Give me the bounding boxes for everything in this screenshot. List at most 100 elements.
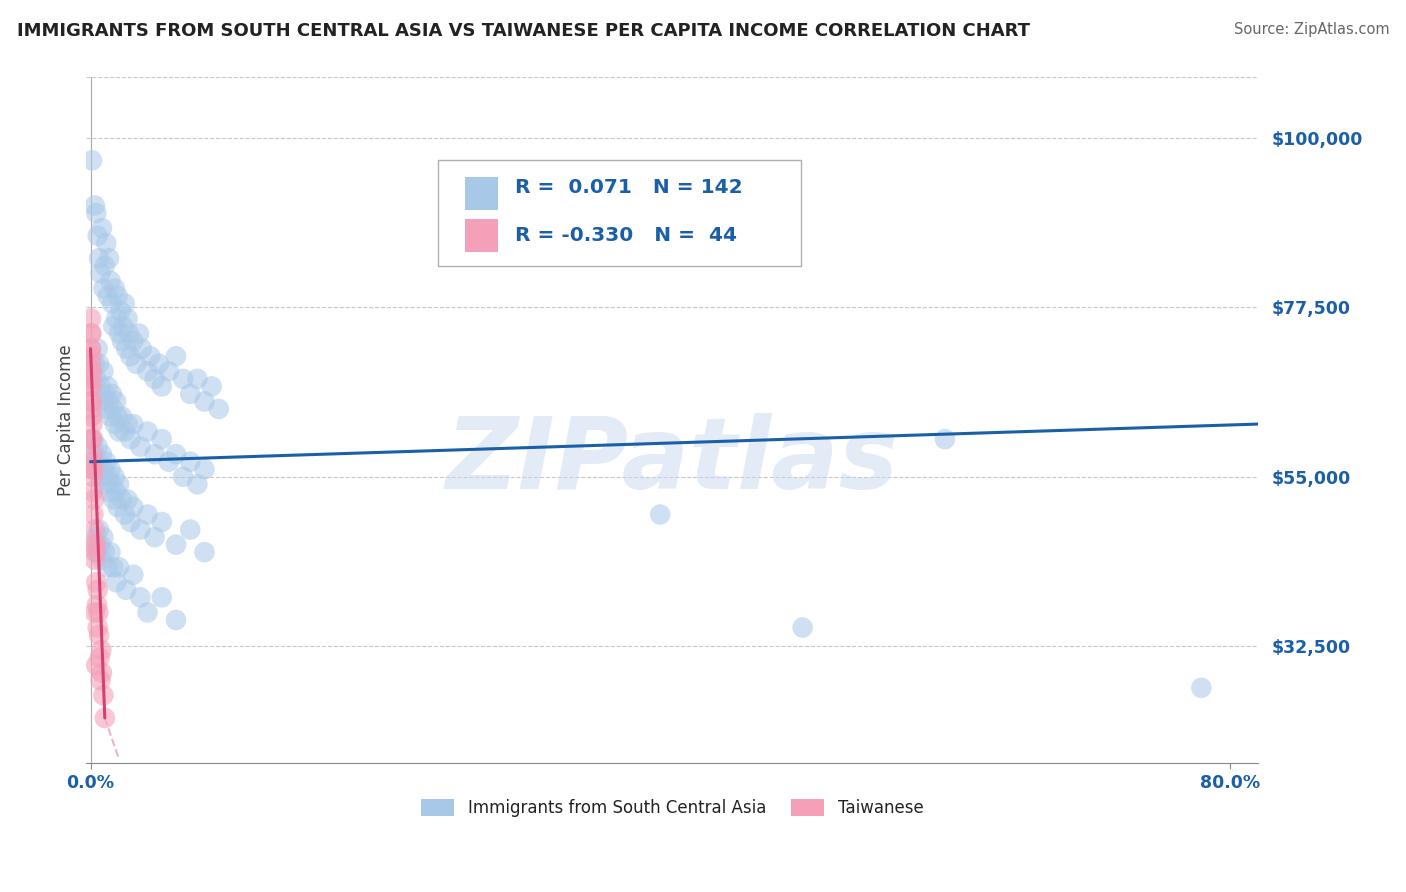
Point (136, 508, 159, 522)
Point (97, 470, 120, 484)
Legend: Immigrants from South Central Asia, Taiwanese: Immigrants from South Central Asia, Taiw… (415, 792, 931, 823)
Point (82, 432, 104, 446)
Point (143, 530, 166, 544)
Point (84, 658, 107, 673)
Point (94, 711, 117, 725)
Point (93, 281, 115, 295)
Point (80, 462, 103, 476)
Point (98, 252, 121, 266)
Point (172, 372, 194, 386)
Point (136, 425, 159, 439)
Point (98, 394, 121, 409)
FancyBboxPatch shape (465, 177, 498, 210)
Point (104, 281, 127, 295)
Point (111, 409, 134, 424)
Point (136, 606, 159, 620)
Point (165, 349, 187, 363)
Point (193, 545, 215, 559)
Point (129, 440, 152, 454)
Point (87, 455, 110, 469)
Point (97, 379, 120, 393)
Point (193, 462, 215, 476)
Point (90, 538, 112, 552)
Point (87, 628, 110, 642)
Point (80, 342, 103, 356)
Point (82, 417, 104, 431)
Point (122, 334, 145, 348)
Point (105, 484, 128, 499)
Point (83, 198, 105, 212)
Point (101, 387, 124, 401)
Point (80, 432, 103, 446)
Point (86, 342, 108, 356)
Point (90, 266, 112, 280)
Point (86, 545, 108, 559)
Point (97, 560, 120, 574)
Point (93, 688, 115, 702)
Point (82, 538, 104, 552)
Point (179, 523, 201, 537)
Point (80, 402, 103, 417)
Y-axis label: Per Capita Income: Per Capita Income (58, 344, 75, 496)
Point (80, 379, 103, 393)
Point (104, 470, 127, 484)
Text: R = -0.330   N =  44: R = -0.330 N = 44 (515, 226, 737, 244)
Point (90, 643, 112, 657)
Point (105, 575, 128, 590)
Point (83, 606, 105, 620)
Point (150, 379, 173, 393)
Point (108, 560, 131, 574)
Point (108, 425, 131, 439)
Point (97, 289, 120, 303)
Point (100, 409, 122, 424)
Point (157, 455, 180, 469)
Point (93, 364, 115, 378)
Point (80, 372, 103, 386)
Point (934, 432, 956, 446)
Point (91, 447, 114, 461)
Point (82, 508, 104, 522)
Point (100, 545, 122, 559)
Point (129, 523, 152, 537)
FancyBboxPatch shape (465, 219, 498, 252)
Point (84, 530, 107, 544)
Point (148, 357, 170, 371)
Point (82, 447, 104, 461)
Point (114, 508, 136, 522)
Point (80, 153, 103, 168)
Point (80, 311, 103, 326)
Point (186, 477, 208, 491)
Point (103, 492, 125, 507)
Point (86, 620, 108, 634)
Point (84, 462, 107, 476)
Point (82, 470, 104, 484)
Point (80, 342, 103, 356)
Point (83, 552, 105, 566)
Point (86, 582, 108, 597)
FancyBboxPatch shape (437, 160, 801, 266)
Point (112, 319, 135, 334)
Point (87, 357, 110, 371)
Point (80, 326, 103, 341)
Point (91, 665, 114, 680)
Point (101, 296, 124, 310)
Point (125, 357, 148, 371)
Point (117, 417, 139, 431)
Point (93, 462, 115, 476)
Point (208, 402, 231, 417)
Point (84, 372, 107, 386)
Point (103, 560, 125, 574)
Point (84, 538, 107, 552)
Point (792, 620, 814, 634)
Point (120, 432, 142, 446)
Point (86, 598, 108, 612)
Point (91, 221, 114, 235)
Point (101, 477, 124, 491)
Point (84, 575, 107, 590)
Point (165, 447, 187, 461)
Point (96, 236, 118, 251)
Point (650, 508, 672, 522)
Point (150, 591, 173, 605)
Text: IMMIGRANTS FROM SOUTH CENTRAL ASIA VS TAIWANESE PER CAPITA INCOME CORRELATION CH: IMMIGRANTS FROM SOUTH CENTRAL ASIA VS TA… (17, 22, 1029, 40)
Point (115, 342, 138, 356)
